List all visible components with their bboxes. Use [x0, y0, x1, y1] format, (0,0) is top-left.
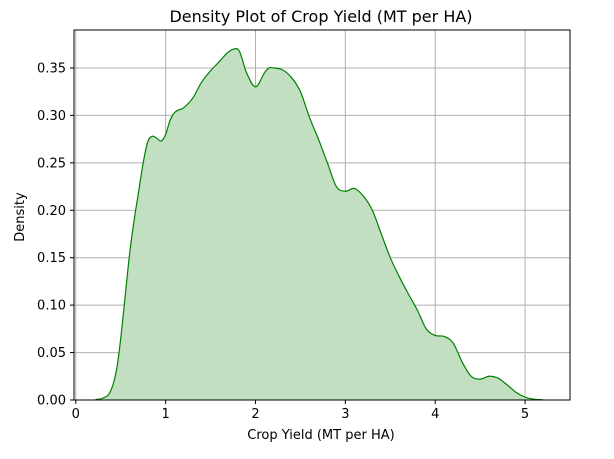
- x-tick-label-4: 4: [431, 407, 439, 422]
- axes-layer: [73, 29, 571, 401]
- ticks-layer: 0 1 2 3 4 5 0.00 0.05 0.10 0.15 0.20 0.25 0.30 0.35: [37, 61, 529, 422]
- y-tick-label-6: 0.30: [37, 109, 66, 124]
- x-tick-label-3: 3: [341, 407, 349, 422]
- x-tick-label-5: 5: [521, 407, 529, 422]
- y-tick-label-1: 0.05: [37, 346, 66, 361]
- y-tick-label-3: 0.15: [37, 251, 66, 266]
- chart-title: Density Plot of Crop Yield (MT per HA): [169, 7, 472, 26]
- area-layer: [95, 48, 544, 401]
- y-tick-label-5: 0.25: [37, 156, 66, 171]
- axes-frame: [73, 29, 571, 401]
- y-tick-label-7: 0.35: [37, 61, 66, 76]
- y-tick-label-4: 0.20: [37, 204, 66, 219]
- x-tick-label-2: 2: [251, 407, 259, 422]
- y-axis-label: Density: [13, 192, 28, 242]
- x-axis-label: Crop Yield (MT per HA): [247, 428, 394, 443]
- x-tick-label-0: 0: [72, 407, 80, 422]
- density-curve-line: [95, 48, 544, 401]
- density-area-fill: [95, 48, 544, 401]
- y-tick-label-2: 0.10: [37, 299, 66, 314]
- y-tick-label-0: 0.00: [37, 394, 66, 409]
- x-tick-label-1: 1: [162, 407, 170, 422]
